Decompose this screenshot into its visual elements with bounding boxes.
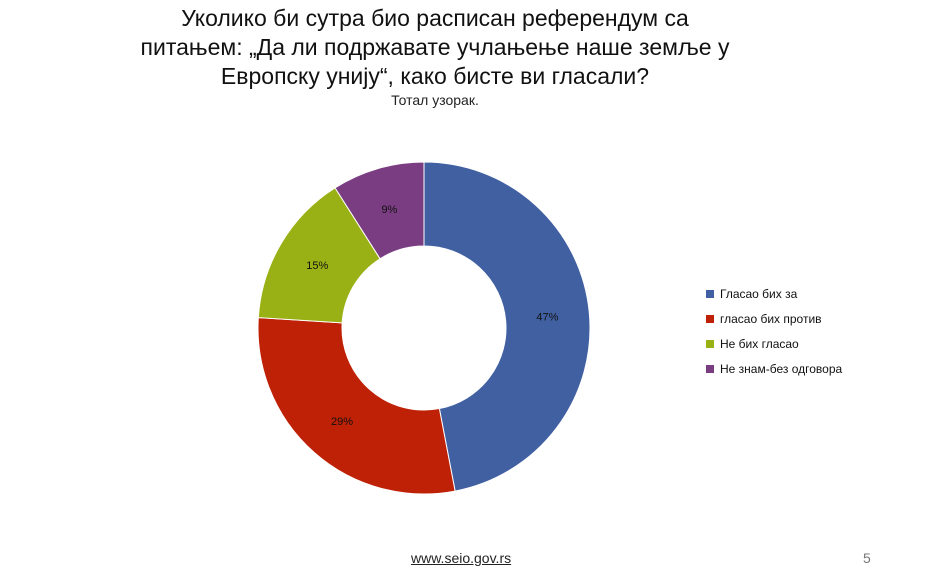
legend: Гласао бих за гласао бих против Не бих г…: [706, 281, 842, 381]
title-line-3: Европску унију“, како бисте ви гласали?: [220, 63, 650, 89]
data-label-wouldnt-vote: 15%: [306, 260, 328, 272]
legend-label-against: гласао бих против: [720, 311, 822, 326]
legend-swatch-dont-know: [706, 364, 714, 373]
chart-subtitle: Тотал узорак.: [391, 92, 479, 108]
page-number: 5: [863, 550, 871, 566]
donut-slice-dont-know: [334, 161, 425, 260]
donut-slice-against: [257, 317, 456, 495]
legend-swatch-against: [706, 314, 714, 323]
data-label-dont-know: 9%: [381, 204, 397, 216]
legend-label-dont-know: Не знам-без одговора: [720, 361, 843, 376]
chart-title: Уколико би сутра био расписан референдум…: [40, 4, 830, 91]
legend-swatch-wouldnt-vote: [706, 339, 714, 348]
legend-swatch-for: [706, 289, 714, 298]
title-line-1: Уколико би сутра био расписан референдум…: [181, 5, 689, 31]
donut-slice-for: [423, 161, 591, 492]
legend-label-for: Гласао бих за: [720, 286, 798, 301]
legend-item-dont-know: Не знам-без одговора: [706, 356, 842, 381]
legend-label-wouldnt-vote: Не бих гласао: [720, 336, 799, 351]
footer-link[interactable]: www.seio.gov.rs: [411, 550, 512, 566]
legend-item-against: гласао бих против: [706, 306, 842, 331]
legend-item-wouldnt-vote: Не бих гласао: [706, 331, 842, 356]
data-label-against: 29%: [331, 416, 353, 428]
data-label-for: 47%: [536, 311, 558, 323]
title-line-2: питањем: „Да ли подржавате учлањење наше…: [140, 34, 730, 60]
legend-item-for: Гласао бих за: [706, 281, 842, 306]
